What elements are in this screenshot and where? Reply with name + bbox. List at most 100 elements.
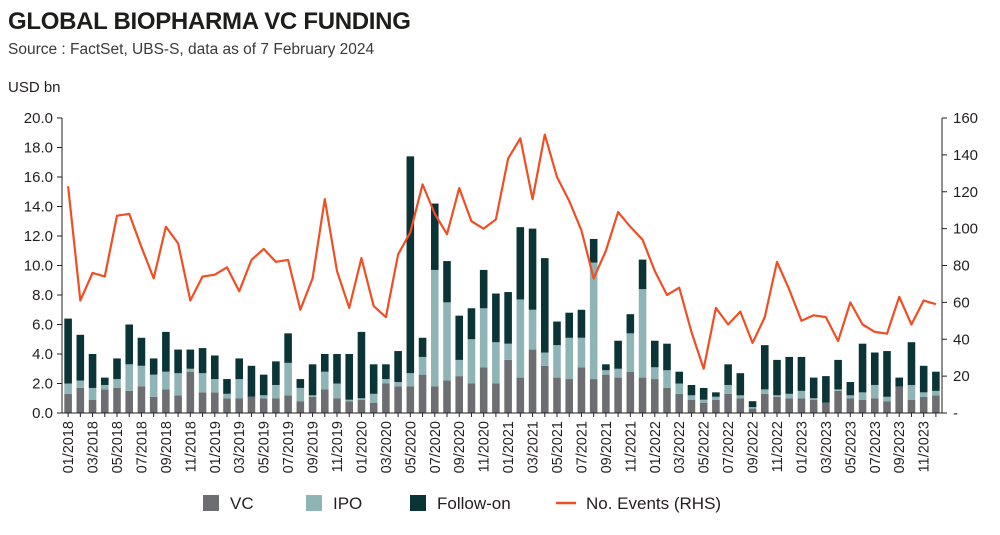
bar-follow-on-08-2018 [149,358,158,375]
x-tick-label: 01/2023 [794,421,810,473]
x-tick-label: 03/2023 [819,421,835,473]
bar-follow-on-05-2023 [846,382,855,396]
bar-follow-on-03-2019 [235,358,244,380]
y-tick-label-right: 80 [953,258,970,275]
x-tick-label: 11/2021 [623,421,639,472]
bar-follow-on-07-2019 [284,333,292,363]
bar-vc-10-2022 [760,393,769,413]
bar-ipo-07-2021 [577,337,586,368]
bar-follow-on-04-2023 [834,359,842,390]
bar-follow-on-08-2022 [736,373,745,396]
x-tick-label: 09/2023 [892,421,908,473]
bar-vc-03-2019 [235,398,244,413]
bar-follow-on-09-2021 [602,364,610,371]
bar-ipo-08-2018 [149,374,158,397]
bar-ipo-12-2023 [932,390,940,396]
bar-vc-08-2019 [296,401,305,413]
legend-item-vc: VC [203,494,254,513]
bar-ipo-04-2022 [687,395,696,400]
bar-follow-on-08-2021 [589,238,598,263]
x-tick-label: 09/2022 [746,421,762,473]
bar-vc-09-2023 [895,386,904,413]
bar-follow-on-03-2018 [88,354,97,388]
bar-vc-08-2020 [443,380,451,413]
bar-follow-on-12-2020 [492,293,500,343]
y-tick-label-left: 0.0 [32,405,53,422]
bar-ipo-02-2018 [76,380,85,388]
legend-label-follow-on: Follow-on [437,494,511,513]
bar-follow-on-12-2018 [198,348,207,374]
bar-ipo-12-2020 [492,342,500,384]
bar-ipo-02-2021 [516,299,525,378]
x-tick-label: 09/2020 [452,421,468,473]
bar-ipo-06-2021 [565,337,574,380]
legend-item-events: No. Events (RHS) [556,494,721,513]
bar-vc-12-2021 [638,377,647,413]
bar-follow-on-11-2018 [186,349,195,369]
bar-ipo-07-2019 [284,362,292,396]
bar-follow-on-05-2020 [406,156,415,374]
y-tick-label-right: - [953,405,958,422]
bar-vc-05-2021 [553,377,561,413]
bar-vc-09-2021 [602,374,610,413]
chart-title: GLOBAL BIOPHARMA VC FUNDING [8,8,411,35]
x-tick-label: 01/2020 [354,421,370,473]
x-tick-label: 01/2021 [501,421,517,473]
bar-vc-11-2020 [479,367,488,413]
bar-vc-08-2021 [589,379,598,413]
bar-ipo-07-2022 [724,384,732,394]
bar-follow-on-08-2020 [443,261,451,303]
bar-vc-04-2019 [247,396,256,413]
bar-ipo-10-2018 [174,373,182,396]
bar-ipo-10-2020 [467,339,476,384]
bar-follow-on-10-2021 [614,340,622,369]
bar-vc-10-2021 [614,377,622,413]
y-tick-label-left: 2.0 [32,376,53,393]
bar-vc-10-2019 [320,389,329,413]
bar-follow-on-09-2019 [308,364,317,396]
bar-follow-on-03-2020 [382,364,390,380]
bar-follow-on-07-2023 [870,352,879,385]
bar-ipo-11-2018 [186,368,195,372]
bar-ipo-06-2019 [272,384,280,399]
bar-vc-06-2022 [712,399,720,413]
bar-ipo-11-2020 [479,308,488,368]
bar-vc-02-2023 [809,399,818,413]
bar-ipo-10-2022 [760,389,769,394]
x-tick-label: 01/2019 [208,421,224,473]
bar-vc-04-2021 [540,365,549,413]
bar-vc-01-2021 [504,359,512,413]
bar-vc-09-2020 [455,376,464,414]
bar-ipo-09-2020 [455,359,464,377]
y-tick-label-right: 100 [953,221,978,238]
bar-vc-09-2018 [162,389,170,413]
bar-ipo-02-2019 [223,393,231,399]
bar-vc-07-2023 [870,398,879,413]
bar-ipo-05-2021 [553,345,561,378]
bar-ipo-09-2018 [162,371,170,390]
bar-follow-on-02-2023 [809,377,818,399]
bar-vc-02-2021 [516,377,525,413]
bar-ipo-04-2020 [394,382,402,387]
x-tick-label: 05/2021 [550,421,566,473]
bar-vc-12-2019 [345,401,354,413]
y-tick-label-left: 8.0 [32,287,53,304]
bar-ipo-05-2023 [846,395,855,399]
bar-ipo-11-2021 [626,333,635,372]
bar-follow-on-02-2019 [223,379,231,394]
bar-ipo-12-2019 [345,399,354,402]
x-tick-label: 01/2018 [61,421,77,473]
legend-label-vc: VC [230,494,254,513]
x-tick-label: 09/2018 [159,421,175,473]
bar-ipo-11-2023 [919,392,928,397]
x-tick-label: 03/2021 [526,421,542,473]
x-tick-label: 09/2021 [599,421,615,473]
bar-follow-on-10-2018 [174,349,182,374]
bar-vc-04-2020 [394,386,402,413]
bar-ipo-11-2022 [773,395,781,397]
bar-follow-on-01-2022 [650,340,659,368]
bar-vc-04-2023 [834,390,842,414]
bar-follow-on-10-2022 [760,345,769,390]
bar-ipo-08-2021 [589,262,598,380]
y-tick-label-left: 18.0 [24,140,53,157]
